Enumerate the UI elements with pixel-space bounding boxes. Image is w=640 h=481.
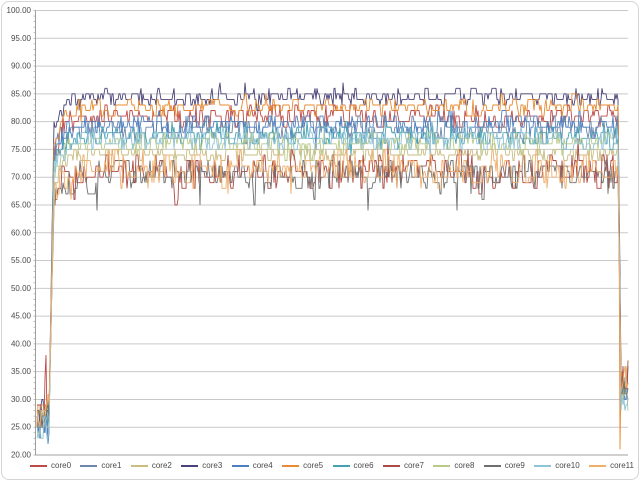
legend-item-core0: core0: [30, 462, 71, 470]
legend-label: core8: [454, 461, 475, 470]
legend-label: core10: [555, 461, 580, 470]
legend-line-marker-icon: [80, 465, 98, 467]
legend-line-marker-icon: [231, 465, 249, 467]
y-axis-label: 55.00: [11, 256, 32, 265]
legend-item-core1: core1: [80, 462, 121, 470]
legend-label: core11: [610, 461, 634, 470]
legend-line-marker-icon: [282, 465, 300, 467]
y-axis-label: 85.00: [11, 89, 32, 98]
series-line-core11: [36, 148, 629, 428]
legend-line-marker-icon: [483, 465, 501, 467]
legend-line-marker-icon: [589, 465, 607, 467]
legend-label: core0: [51, 461, 72, 470]
legend-label: core1: [101, 461, 122, 470]
y-axis-label: 70.00: [11, 173, 32, 182]
y-axis-label: 40.00: [11, 339, 32, 348]
y-axis-label: 45.00: [11, 312, 32, 321]
y-axis-label: 90.00: [11, 62, 32, 71]
series-line-core8: [37, 132, 629, 434]
legend-label: core7: [403, 461, 424, 470]
series-line-core10: [36, 121, 629, 439]
legend-item-core8: core8: [433, 462, 474, 470]
y-axis-label: 75.00: [11, 145, 32, 154]
series-line-core0: [37, 104, 628, 428]
legend-line-marker-icon: [130, 465, 148, 467]
chart-legend: core0 core1 core2 core3 core4 core5 core6 core7…: [30, 458, 634, 474]
legend-line-marker-icon: [433, 465, 451, 467]
legend-label: core9: [504, 461, 525, 470]
legend-item-core4: core4: [231, 461, 273, 470]
series-line-core4: [36, 110, 629, 444]
y-axis-label: 25.00: [11, 423, 32, 432]
y-axis-label: 30.00: [11, 395, 32, 404]
legend-line-marker-icon: [30, 465, 47, 467]
legend-label: core6: [353, 461, 374, 470]
y-axis-label: 65.00: [11, 200, 32, 209]
y-axis-label: 80.00: [11, 117, 32, 126]
legend-item-core2: core2: [130, 461, 172, 470]
y-axis-label: 100.00: [7, 6, 32, 15]
series-line-core5: [36, 93, 628, 450]
y-axis-label: 50.00: [11, 284, 32, 293]
series-line-core7: [37, 138, 629, 417]
legend-label: core3: [202, 461, 223, 470]
legend-item-core7: core7: [382, 461, 424, 470]
legend-line-marker-icon: [534, 465, 552, 467]
legend-label: core2: [151, 461, 172, 470]
legend-item-core9: core9: [483, 461, 525, 470]
series-line-core9: [37, 154, 629, 439]
legend-label: core5: [303, 461, 324, 470]
y-axis-label: 60.00: [11, 228, 32, 237]
y-axis-label: 20.00: [11, 451, 32, 460]
legend-item-core11: core11: [589, 462, 634, 470]
legend-item-core5: core5: [282, 462, 323, 470]
series-line-core3: [36, 82, 629, 428]
legend-item-core3: core3: [181, 462, 222, 470]
series-line-core6: [37, 121, 629, 428]
legend-label: core4: [252, 461, 273, 470]
legend-item-core10: core10: [534, 461, 580, 470]
legend-line-marker-icon: [332, 465, 350, 467]
legend-line-marker-icon: [382, 465, 400, 467]
y-axis-label: 35.00: [11, 367, 32, 376]
legend-item-core6: core6: [332, 461, 374, 470]
legend-line-marker-icon: [181, 465, 199, 467]
y-axis-label: 95.00: [11, 34, 32, 43]
